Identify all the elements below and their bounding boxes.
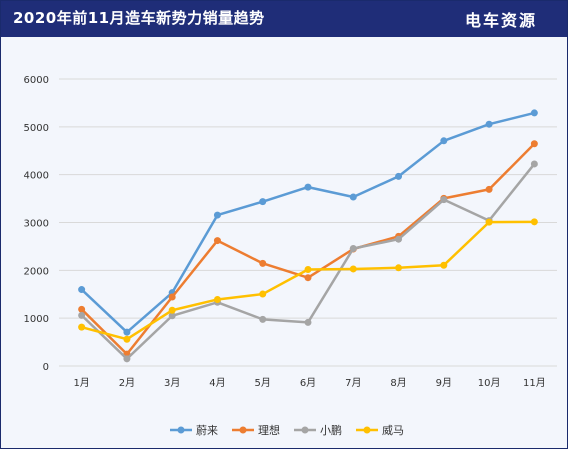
data-point: [304, 318, 312, 326]
data-point: [259, 198, 267, 206]
data-point: [349, 245, 357, 253]
data-point: [213, 295, 221, 303]
legend-swatch-marker: [363, 426, 371, 434]
y-tick-label: 5000: [24, 123, 49, 134]
data-point: [485, 120, 493, 128]
data-point: [78, 323, 86, 331]
y-tick-label: 4000: [24, 171, 49, 182]
x-tick-label: 8月: [390, 377, 406, 389]
series-lines: [78, 109, 538, 363]
x-tick-label: 10月: [478, 377, 501, 389]
data-point: [530, 160, 538, 168]
y-tick-label: 6000: [24, 75, 49, 86]
legend-label: 威马: [382, 424, 404, 437]
data-point: [530, 140, 538, 148]
legend-swatch-marker: [301, 426, 309, 434]
data-point: [123, 328, 131, 336]
brand-logo: 电车资源: [464, 11, 537, 30]
legend-label: 蔚来: [196, 424, 218, 437]
y-tick-label: 0: [43, 362, 49, 373]
data-point: [168, 306, 176, 314]
data-point: [395, 235, 403, 243]
data-point: [78, 305, 86, 313]
line-chart: 0 1000 2000 3000 4000 5000 6000 1月 2月 3月 4月 5月 6月 7月…: [24, 75, 557, 437]
data-point: [349, 193, 357, 201]
data-point: [168, 293, 176, 301]
data-point: [485, 218, 493, 226]
data-point: [304, 274, 312, 282]
data-point: [259, 315, 267, 323]
legend-label: 理想: [258, 423, 280, 437]
data-point: [395, 172, 403, 180]
x-tick-label: 4月: [209, 377, 225, 389]
header-bar: 2020年前11月造车新势力销量趋势 电车资源: [1, 1, 567, 37]
data-point: [213, 211, 221, 219]
data-point: [304, 266, 312, 274]
data-point: [213, 237, 221, 245]
data-point: [530, 218, 538, 226]
data-point: [440, 261, 448, 269]
data-point: [395, 264, 403, 272]
x-tick-label: 7月: [345, 377, 361, 389]
data-point: [259, 290, 267, 298]
data-point: [78, 311, 86, 319]
x-tick-label: 5月: [255, 377, 271, 389]
x-tick-label: 1月: [73, 377, 89, 389]
data-point: [259, 259, 267, 267]
chart-title: 2020年前11月造车新势力销量趋势: [13, 9, 265, 27]
data-point: [530, 109, 538, 117]
data-point: [123, 355, 131, 363]
legend: 蔚来 理想 小鹏 威马: [170, 423, 404, 437]
y-tick-label: 1000: [24, 314, 49, 325]
legend-swatch-marker: [177, 426, 185, 434]
y-tick-label: 3000: [24, 219, 49, 230]
y-axis-ticks: 0 1000 2000 3000 4000 5000 6000: [24, 75, 49, 373]
x-axis-ticks: 1月 2月 3月 4月 5月 6月 7月 8月 9月 10月 11月: [73, 377, 545, 389]
data-point: [78, 286, 86, 294]
data-point: [349, 265, 357, 273]
x-tick-label: 9月: [436, 377, 452, 389]
x-tick-label: 3月: [164, 377, 180, 389]
y-tick-label: 2000: [24, 266, 49, 277]
x-tick-label: 11月: [523, 377, 546, 389]
x-tick-label: 2月: [119, 377, 135, 389]
data-point: [168, 312, 176, 320]
data-point: [440, 137, 448, 145]
data-point: [485, 185, 493, 193]
data-point: [304, 183, 312, 191]
data-point: [123, 335, 131, 343]
data-point: [440, 196, 448, 204]
x-tick-label: 6月: [300, 377, 316, 389]
legend-swatch-marker: [239, 426, 247, 434]
legend-label: 小鹏: [320, 424, 342, 437]
